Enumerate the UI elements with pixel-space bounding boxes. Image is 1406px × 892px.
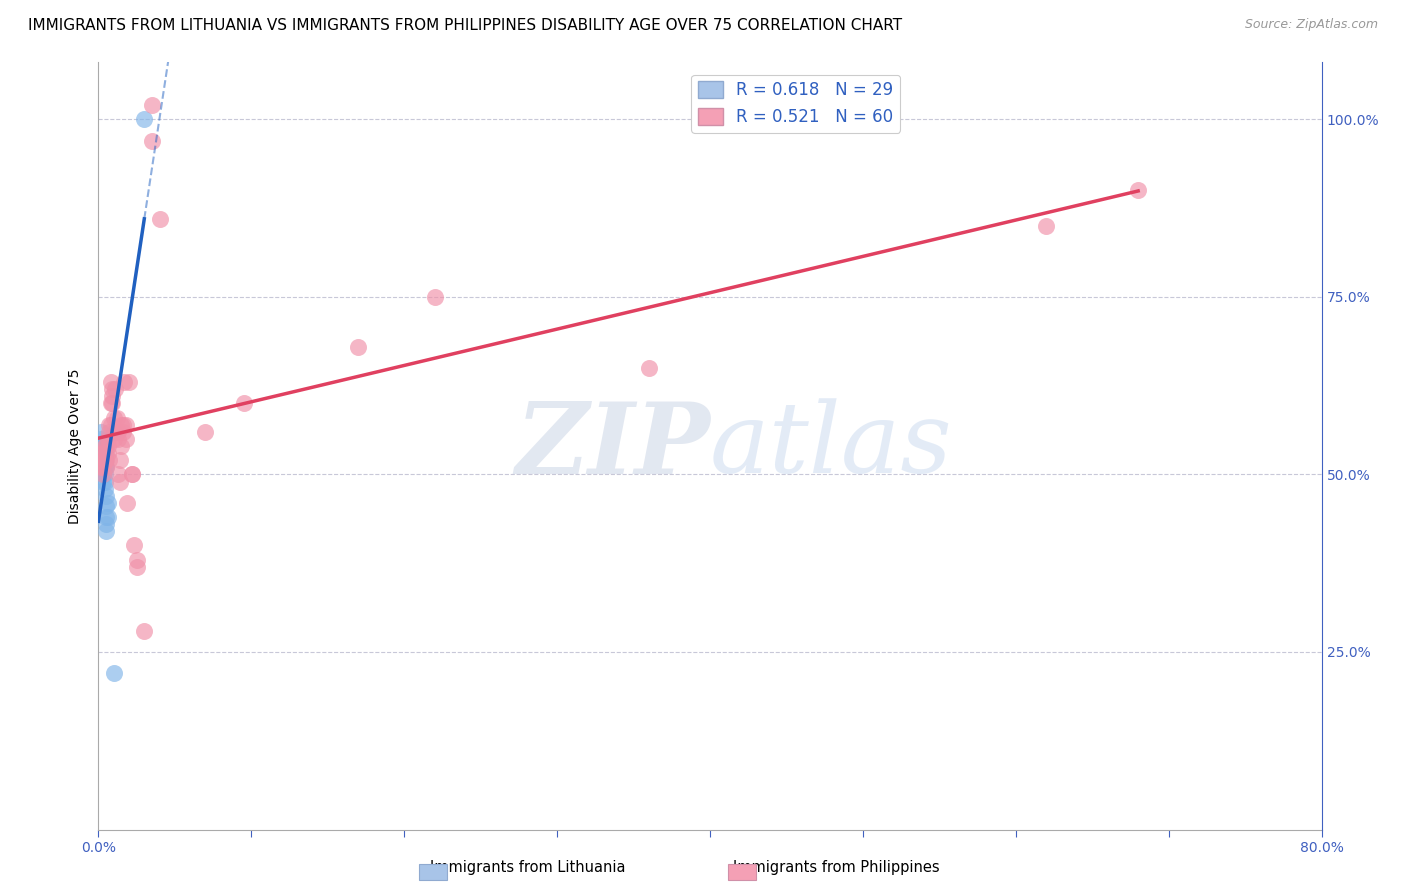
Point bbox=[90, 432, 112, 446]
Point bbox=[117, 496, 139, 510]
Text: Source: ZipAtlas.com: Source: ZipAtlas.com bbox=[1244, 18, 1378, 31]
Point bbox=[93, 453, 115, 467]
Point bbox=[93, 467, 115, 482]
Point bbox=[103, 432, 125, 446]
Point bbox=[93, 453, 115, 467]
FancyBboxPatch shape bbox=[728, 864, 756, 880]
Point bbox=[637, 360, 661, 375]
Point bbox=[115, 432, 138, 446]
Point bbox=[90, 453, 112, 467]
Point bbox=[107, 467, 129, 482]
Point bbox=[94, 446, 117, 460]
Point bbox=[112, 375, 135, 389]
Text: Immigrants from Lithuania: Immigrants from Lithuania bbox=[429, 861, 626, 875]
Point bbox=[94, 524, 117, 539]
Text: IMMIGRANTS FROM LITHUANIA VS IMMIGRANTS FROM PHILIPPINES DISABILITY AGE OVER 75 : IMMIGRANTS FROM LITHUANIA VS IMMIGRANTS … bbox=[28, 18, 903, 33]
Point bbox=[110, 439, 132, 453]
Point bbox=[108, 475, 131, 489]
Point bbox=[98, 417, 121, 432]
Text: Immigrants from Philippines: Immigrants from Philippines bbox=[734, 861, 939, 875]
Point bbox=[103, 425, 125, 439]
Point bbox=[94, 460, 117, 475]
Point bbox=[98, 453, 121, 467]
Point bbox=[93, 439, 115, 453]
Point bbox=[110, 417, 132, 432]
Point bbox=[93, 446, 115, 460]
Point bbox=[93, 453, 115, 467]
Point bbox=[103, 666, 125, 681]
Point bbox=[91, 453, 114, 467]
Point bbox=[100, 375, 122, 389]
Point bbox=[1035, 219, 1057, 233]
Text: atlas: atlas bbox=[710, 399, 953, 493]
Point bbox=[97, 496, 120, 510]
Point bbox=[121, 467, 143, 482]
Point bbox=[91, 446, 114, 460]
Point bbox=[93, 475, 115, 489]
Point bbox=[111, 417, 134, 432]
Point bbox=[122, 538, 145, 552]
Point bbox=[91, 460, 114, 475]
Point bbox=[90, 460, 112, 475]
Point bbox=[101, 382, 124, 396]
Point bbox=[93, 453, 115, 467]
Point bbox=[94, 453, 117, 467]
Point bbox=[194, 425, 217, 439]
Point bbox=[108, 453, 131, 467]
Y-axis label: Disability Age Over 75: Disability Age Over 75 bbox=[69, 368, 83, 524]
Point bbox=[115, 417, 138, 432]
Point bbox=[90, 453, 112, 467]
Point bbox=[91, 467, 114, 482]
Point bbox=[94, 439, 117, 453]
Point bbox=[93, 482, 115, 496]
Point bbox=[105, 425, 128, 439]
Point bbox=[101, 389, 124, 403]
Point bbox=[90, 425, 112, 439]
Point bbox=[98, 425, 121, 439]
Point bbox=[91, 460, 114, 475]
Point bbox=[100, 417, 122, 432]
Point bbox=[91, 446, 114, 460]
Point bbox=[141, 98, 163, 112]
Point bbox=[97, 446, 120, 460]
Point bbox=[91, 475, 114, 489]
FancyBboxPatch shape bbox=[419, 864, 447, 880]
Point bbox=[93, 439, 115, 453]
Point bbox=[104, 382, 127, 396]
Point bbox=[91, 446, 114, 460]
Point bbox=[101, 396, 124, 410]
Point bbox=[134, 112, 156, 127]
Point bbox=[125, 552, 148, 566]
Legend: R = 0.618   N = 29, R = 0.521   N = 60: R = 0.618 N = 29, R = 0.521 N = 60 bbox=[692, 75, 900, 133]
Point bbox=[232, 396, 254, 410]
Point bbox=[149, 211, 172, 226]
Point bbox=[94, 489, 117, 503]
Point bbox=[141, 134, 163, 148]
Point bbox=[94, 460, 117, 475]
Point bbox=[1128, 183, 1150, 197]
Point bbox=[125, 559, 148, 574]
Point bbox=[105, 410, 128, 425]
Point bbox=[111, 425, 134, 439]
Point bbox=[91, 467, 114, 482]
Point bbox=[93, 460, 115, 475]
Point bbox=[97, 510, 120, 524]
Point bbox=[118, 375, 141, 389]
Point bbox=[94, 510, 117, 524]
Point bbox=[134, 624, 156, 638]
Point bbox=[121, 467, 143, 482]
Point bbox=[94, 500, 117, 514]
Point bbox=[97, 432, 120, 446]
Point bbox=[91, 467, 114, 482]
Text: ZIP: ZIP bbox=[515, 398, 710, 494]
Point bbox=[347, 340, 370, 354]
Point bbox=[100, 396, 122, 410]
Point bbox=[107, 432, 129, 446]
Point bbox=[97, 439, 120, 453]
Point bbox=[94, 517, 117, 532]
Point bbox=[107, 425, 129, 439]
Point bbox=[103, 410, 125, 425]
Point bbox=[423, 290, 446, 304]
Point bbox=[90, 439, 112, 453]
